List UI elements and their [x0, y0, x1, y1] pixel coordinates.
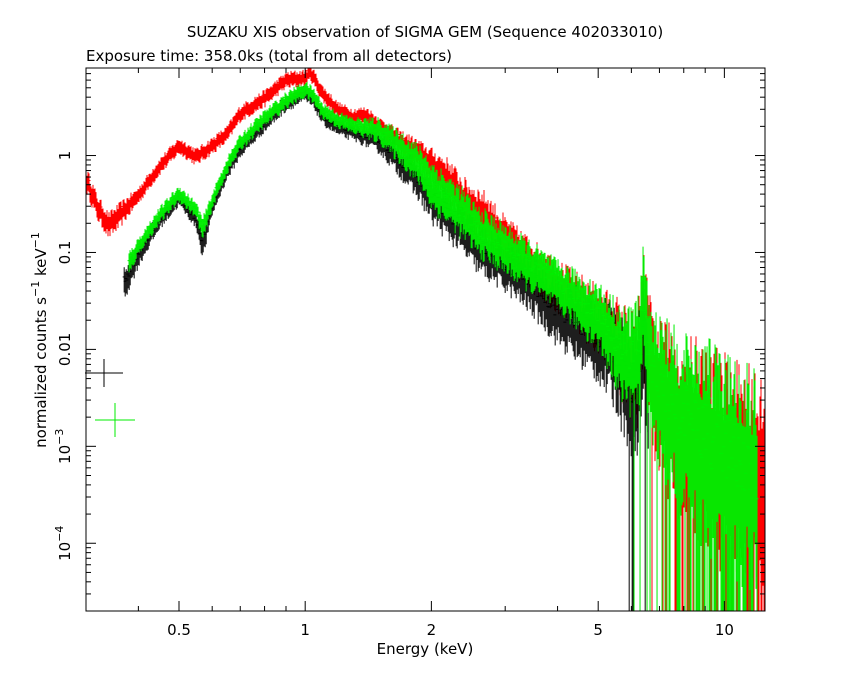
chart-title: SUZAKU XIS observation of SIGMA GEM (Seq…: [187, 23, 663, 41]
y-axis-label-exp2: −1: [29, 232, 42, 248]
y-tick-label: 0.1: [56, 241, 74, 265]
y-tick-label: 10−4: [53, 526, 74, 561]
x-tick-label: 1: [300, 621, 310, 639]
plot-frame: [85, 67, 766, 612]
y-axis-label-mid: keV: [32, 248, 50, 281]
y-tick-label: 0.01: [56, 333, 74, 366]
axis-ticks: 0.5 1 2 5 10 1 0.1 0.01 10−3 10−4: [53, 68, 765, 639]
x-axis-label: Energy (keV): [377, 640, 474, 658]
series-2: [122, 85, 650, 611]
series-3: [127, 81, 759, 611]
y-tick-label: 1: [56, 151, 74, 161]
x-tick-label: 10: [715, 621, 734, 639]
y-axis-label-exp1: −1: [29, 281, 42, 297]
legend-markers: [85, 359, 135, 437]
x-tick-label: 2: [427, 621, 437, 639]
legend-marker-1: [85, 359, 123, 387]
y-axis-label: normalized counts s−1 keV−1: [29, 232, 50, 448]
series-layer: [85, 68, 766, 611]
y-axis-label-base: normalized counts s: [32, 297, 50, 448]
legend-marker-2: [95, 403, 135, 437]
y-tick-label: 10−3: [53, 429, 74, 464]
x-tick-label: 5: [593, 621, 603, 639]
chart-subtitle: Exposure time: 358.0ks (total from all d…: [86, 47, 452, 65]
x-tick-label: 0.5: [167, 621, 191, 639]
